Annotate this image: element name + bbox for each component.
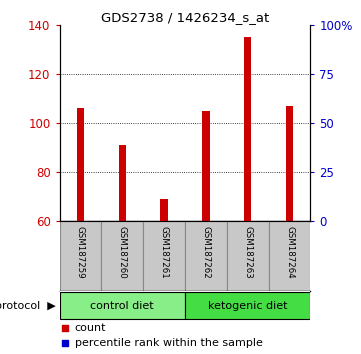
Text: ketogenic diet: ketogenic diet	[208, 301, 287, 311]
Point	[62, 340, 68, 346]
Bar	[244, 37, 252, 221]
Bar	[227, 221, 269, 291]
Text: protocol  ▶: protocol ▶	[0, 301, 56, 311]
Text: count: count	[75, 323, 106, 333]
Text: GSM187261: GSM187261	[160, 227, 169, 279]
Text: GSM187259: GSM187259	[76, 227, 85, 279]
Text: GSM187262: GSM187262	[201, 227, 210, 279]
Text: GSM187260: GSM187260	[118, 227, 127, 279]
Bar	[202, 110, 210, 221]
Text: GSM187264: GSM187264	[285, 227, 294, 279]
Bar	[269, 221, 310, 291]
Bar	[60, 292, 185, 319]
Bar	[60, 221, 101, 291]
Bar	[77, 108, 84, 221]
Bar	[286, 106, 293, 221]
Text: percentile rank within the sample: percentile rank within the sample	[75, 338, 262, 348]
Bar	[143, 221, 185, 291]
Text: GSM187263: GSM187263	[243, 227, 252, 279]
Bar	[101, 221, 143, 291]
Bar	[185, 292, 310, 319]
Bar	[185, 221, 227, 291]
Bar	[118, 145, 126, 221]
Bar	[160, 199, 168, 221]
Text: control diet: control diet	[91, 301, 154, 311]
Title: GDS2738 / 1426234_s_at: GDS2738 / 1426234_s_at	[101, 11, 269, 24]
Point	[62, 325, 68, 331]
